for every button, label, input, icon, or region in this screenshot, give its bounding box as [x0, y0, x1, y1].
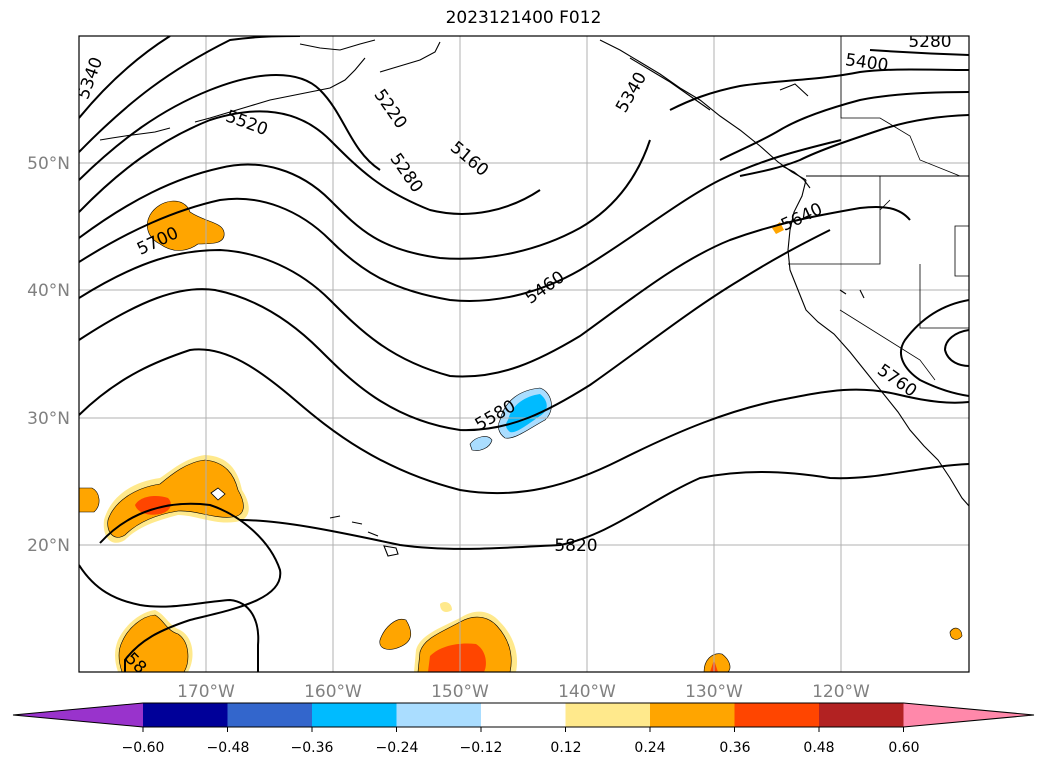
map-background — [79, 36, 969, 672]
colorbar-ticks: −0.60 −0.48 −0.36 −0.24 −0.12 0.12 0.24 … — [122, 740, 920, 756]
shaded-region — [210, 487, 226, 501]
lat-label: 30°N — [27, 409, 70, 429]
colorbar-tick-label: 0.36 — [719, 740, 750, 756]
colorbar-segment — [227, 703, 313, 727]
contour-label: 5280 — [908, 32, 951, 52]
longitude-labels: 170°W 160°W 150°W 140°W 130°W 120°W — [177, 682, 870, 702]
lat-label: 20°N — [27, 536, 70, 556]
lon-label: 120°W — [812, 682, 870, 702]
lat-label: 40°N — [27, 281, 70, 301]
shaded-region — [428, 643, 486, 672]
colorbar — [12, 702, 1035, 732]
colorbar-segment — [312, 703, 397, 727]
colorbar-tick-label: 0.12 — [550, 740, 581, 756]
colorbar-extend-low — [13, 703, 143, 727]
colorbar-segment — [143, 703, 228, 727]
colorbar-extend-high — [903, 703, 1034, 727]
shaded-region — [118, 614, 189, 672]
colorbar-segment — [396, 703, 482, 727]
coastlines — [99, 36, 969, 557]
lon-label: 150°W — [431, 682, 489, 702]
lon-label: 160°W — [304, 682, 362, 702]
shaded-region — [949, 627, 963, 640]
lon-label: 140°W — [558, 682, 616, 702]
colorbar-tick-label: −0.60 — [122, 740, 165, 756]
map-frame — [78, 35, 970, 673]
shaded-region — [469, 436, 493, 451]
colorbar-tick-label: −0.12 — [460, 740, 503, 756]
colorbar-segment — [734, 703, 820, 727]
shaded-region — [107, 459, 244, 538]
colorbar-tick-label: 0.24 — [634, 740, 665, 756]
colorbar-segment — [565, 703, 651, 727]
contour-label: 5820 — [554, 536, 597, 556]
colorbar-tick-label: −0.36 — [291, 740, 334, 756]
shaded-region — [135, 496, 171, 515]
colorbar-segment — [481, 703, 566, 727]
lon-label: 130°W — [685, 682, 743, 702]
lon-label: 170°W — [177, 682, 235, 702]
colorbar-segment — [650, 703, 735, 727]
colorbar-tick-label: −0.24 — [376, 740, 419, 756]
lat-label: 50°N — [27, 154, 70, 174]
colorbar-segment — [819, 703, 904, 727]
shaded-region — [79, 487, 100, 513]
colorbar-tick-label: −0.48 — [207, 740, 250, 756]
map-title: 2023121400 F012 — [445, 8, 602, 28]
shaded-region — [440, 602, 452, 612]
shaded-region — [703, 653, 731, 672]
latitude-labels: 50°N 40°N 30°N 20°N — [27, 154, 70, 556]
colorbar-tick-label: 0.48 — [803, 740, 834, 756]
height-contours — [79, 36, 969, 672]
shaded-region — [379, 618, 412, 650]
colorbar-tick-label: 0.60 — [888, 740, 919, 756]
